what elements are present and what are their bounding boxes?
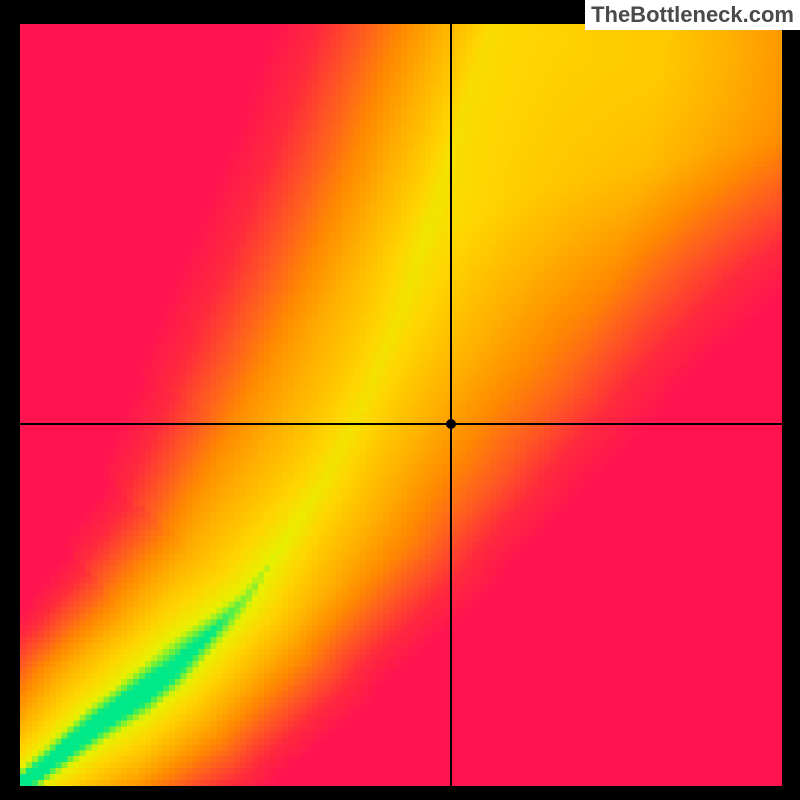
crosshair-marker-dot xyxy=(446,419,456,429)
chart-container: { "attribution": { "text": "TheBottlenec… xyxy=(0,0,800,800)
crosshair-vertical-line xyxy=(450,24,452,786)
bottleneck-heatmap xyxy=(20,24,782,786)
crosshair-horizontal-line xyxy=(20,423,782,425)
attribution-label: TheBottleneck.com xyxy=(585,0,800,30)
